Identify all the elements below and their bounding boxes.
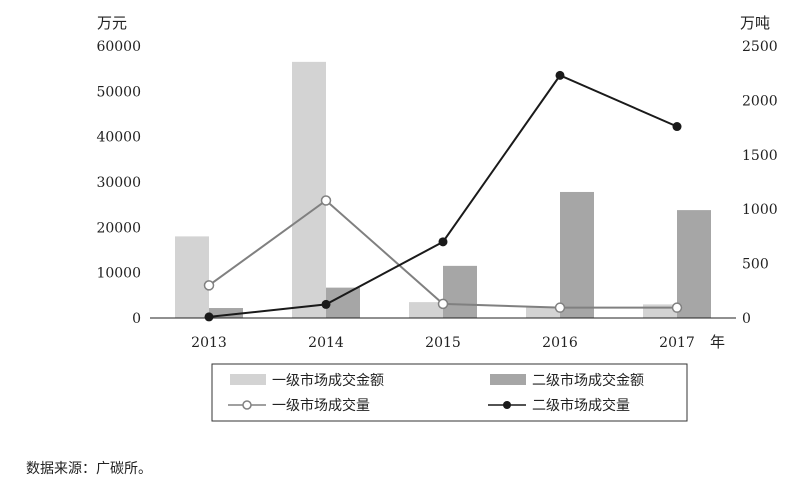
lines <box>203 70 683 322</box>
point-secondary-volume <box>438 237 448 247</box>
bar-secondary-amount <box>326 287 360 318</box>
left-tick-label: 60000 <box>96 39 141 55</box>
x-tick-label: 2016 <box>542 335 578 351</box>
legend-box <box>211 363 688 422</box>
left-tick-label: 0 <box>132 311 141 327</box>
right-tick-label: 1000 <box>742 202 778 218</box>
point-primary-volume <box>554 302 566 313</box>
left-tick-label: 40000 <box>96 130 141 146</box>
x-tick-label: 2015 <box>425 335 461 351</box>
legend-marker-primary-volume <box>242 400 252 410</box>
legend-swatch-primary-amount <box>230 374 266 385</box>
right-tick-label: 0 <box>742 311 751 327</box>
legend-marker-secondary-volume <box>503 401 511 409</box>
x-axis-unit: 年 <box>710 333 725 351</box>
bar-primary-amount <box>292 61 326 318</box>
left-tick-label: 30000 <box>96 175 141 191</box>
legend-label-primary-volume: 一级市场成交量 <box>272 397 370 414</box>
bar-primary-amount <box>409 302 443 318</box>
bar-secondary-amount <box>443 265 477 318</box>
right-axis-unit: 万吨 <box>740 14 770 32</box>
bar-secondary-amount <box>560 191 594 318</box>
x-tick-label: 2017 <box>659 335 695 351</box>
right-tick-label: 2000 <box>742 93 778 109</box>
legend-label-primary-amount: 一级市场成交金额 <box>272 372 384 389</box>
point-secondary-volume <box>321 299 331 309</box>
bar-secondary-amount <box>677 210 711 318</box>
point-secondary-volume <box>204 312 214 322</box>
point-secondary-volume <box>555 70 565 80</box>
point-primary-volume <box>437 298 449 310</box>
left-tick-label: 20000 <box>96 220 141 236</box>
point-primary-volume <box>320 195 332 206</box>
point-primary-volume <box>203 280 215 291</box>
legend-label-secondary-volume: 二级市场成交量 <box>532 397 630 414</box>
source-note: 数据来源：广碳所。 <box>26 461 152 477</box>
legend-swatch-secondary-amount <box>490 374 526 385</box>
bar-primary-amount <box>526 306 560 318</box>
right-tick-label: 1500 <box>742 148 778 164</box>
left-axis-unit: 万元 <box>97 14 127 32</box>
right-tick-label: 500 <box>742 257 769 273</box>
legend: 一级市场成交金额 二级市场成交金额 一级市场成交量 二级市场成交量 <box>211 363 688 422</box>
left-tick-label: 10000 <box>96 266 141 282</box>
point-primary-volume <box>671 302 683 313</box>
x-tick-label: 2014 <box>308 335 344 351</box>
right-tick-label: 2500 <box>742 39 778 55</box>
x-axis: 2013 2014 2015 2016 2017 <box>191 335 695 351</box>
right-axis: 0 500 1000 1500 2000 2500 <box>742 39 778 327</box>
bars <box>175 61 711 318</box>
left-axis: 0 10000 20000 30000 40000 50000 60000 <box>96 39 141 327</box>
bar-secondary-amount <box>209 308 243 318</box>
bar-primary-amount <box>175 236 209 318</box>
legend-label-secondary-amount: 二级市场成交金额 <box>532 372 644 389</box>
x-tick-label: 2013 <box>191 335 227 351</box>
left-tick-label: 50000 <box>96 84 141 100</box>
point-secondary-volume <box>672 122 682 132</box>
